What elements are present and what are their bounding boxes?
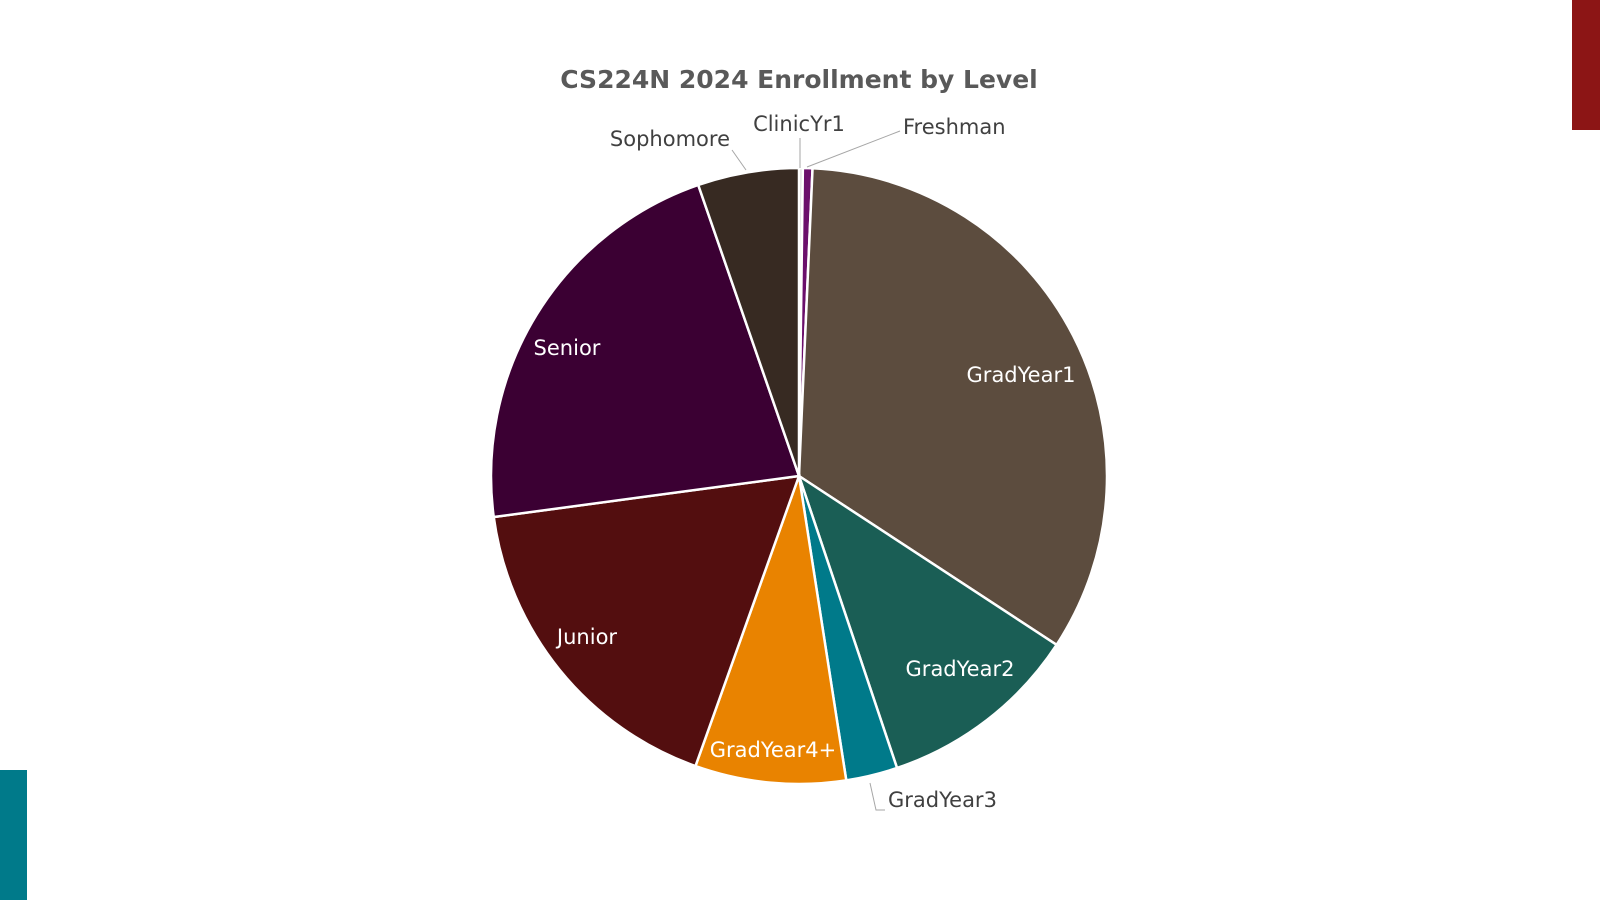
leader-line — [806, 130, 901, 168]
pie-slice — [492, 474, 801, 768]
chart-title: CS224N 2024 Enrollment by Level — [560, 65, 1038, 94]
slice-label: Freshman — [903, 115, 1006, 139]
pie-slice — [696, 166, 801, 477]
leader-line — [731, 149, 747, 171]
leader-line — [869, 782, 885, 811]
slice-label: GradYear1 — [967, 363, 1076, 387]
slice-label: ClinicYr1 — [753, 112, 845, 136]
corner-bar — [0, 770, 27, 900]
slice-label: GradYear2 — [906, 657, 1015, 681]
slice-label: GradYear4+ — [710, 738, 837, 762]
slice-label: GradYear3 — [888, 788, 997, 812]
pie-slice — [693, 475, 848, 786]
pie-slice — [489, 183, 801, 519]
pie-slice — [796, 472, 1059, 770]
slice-label: Senior — [534, 336, 601, 360]
corner-bar — [1572, 0, 1600, 130]
slice-label: Junior — [555, 625, 617, 649]
slice-label: Sophomore — [610, 127, 730, 151]
